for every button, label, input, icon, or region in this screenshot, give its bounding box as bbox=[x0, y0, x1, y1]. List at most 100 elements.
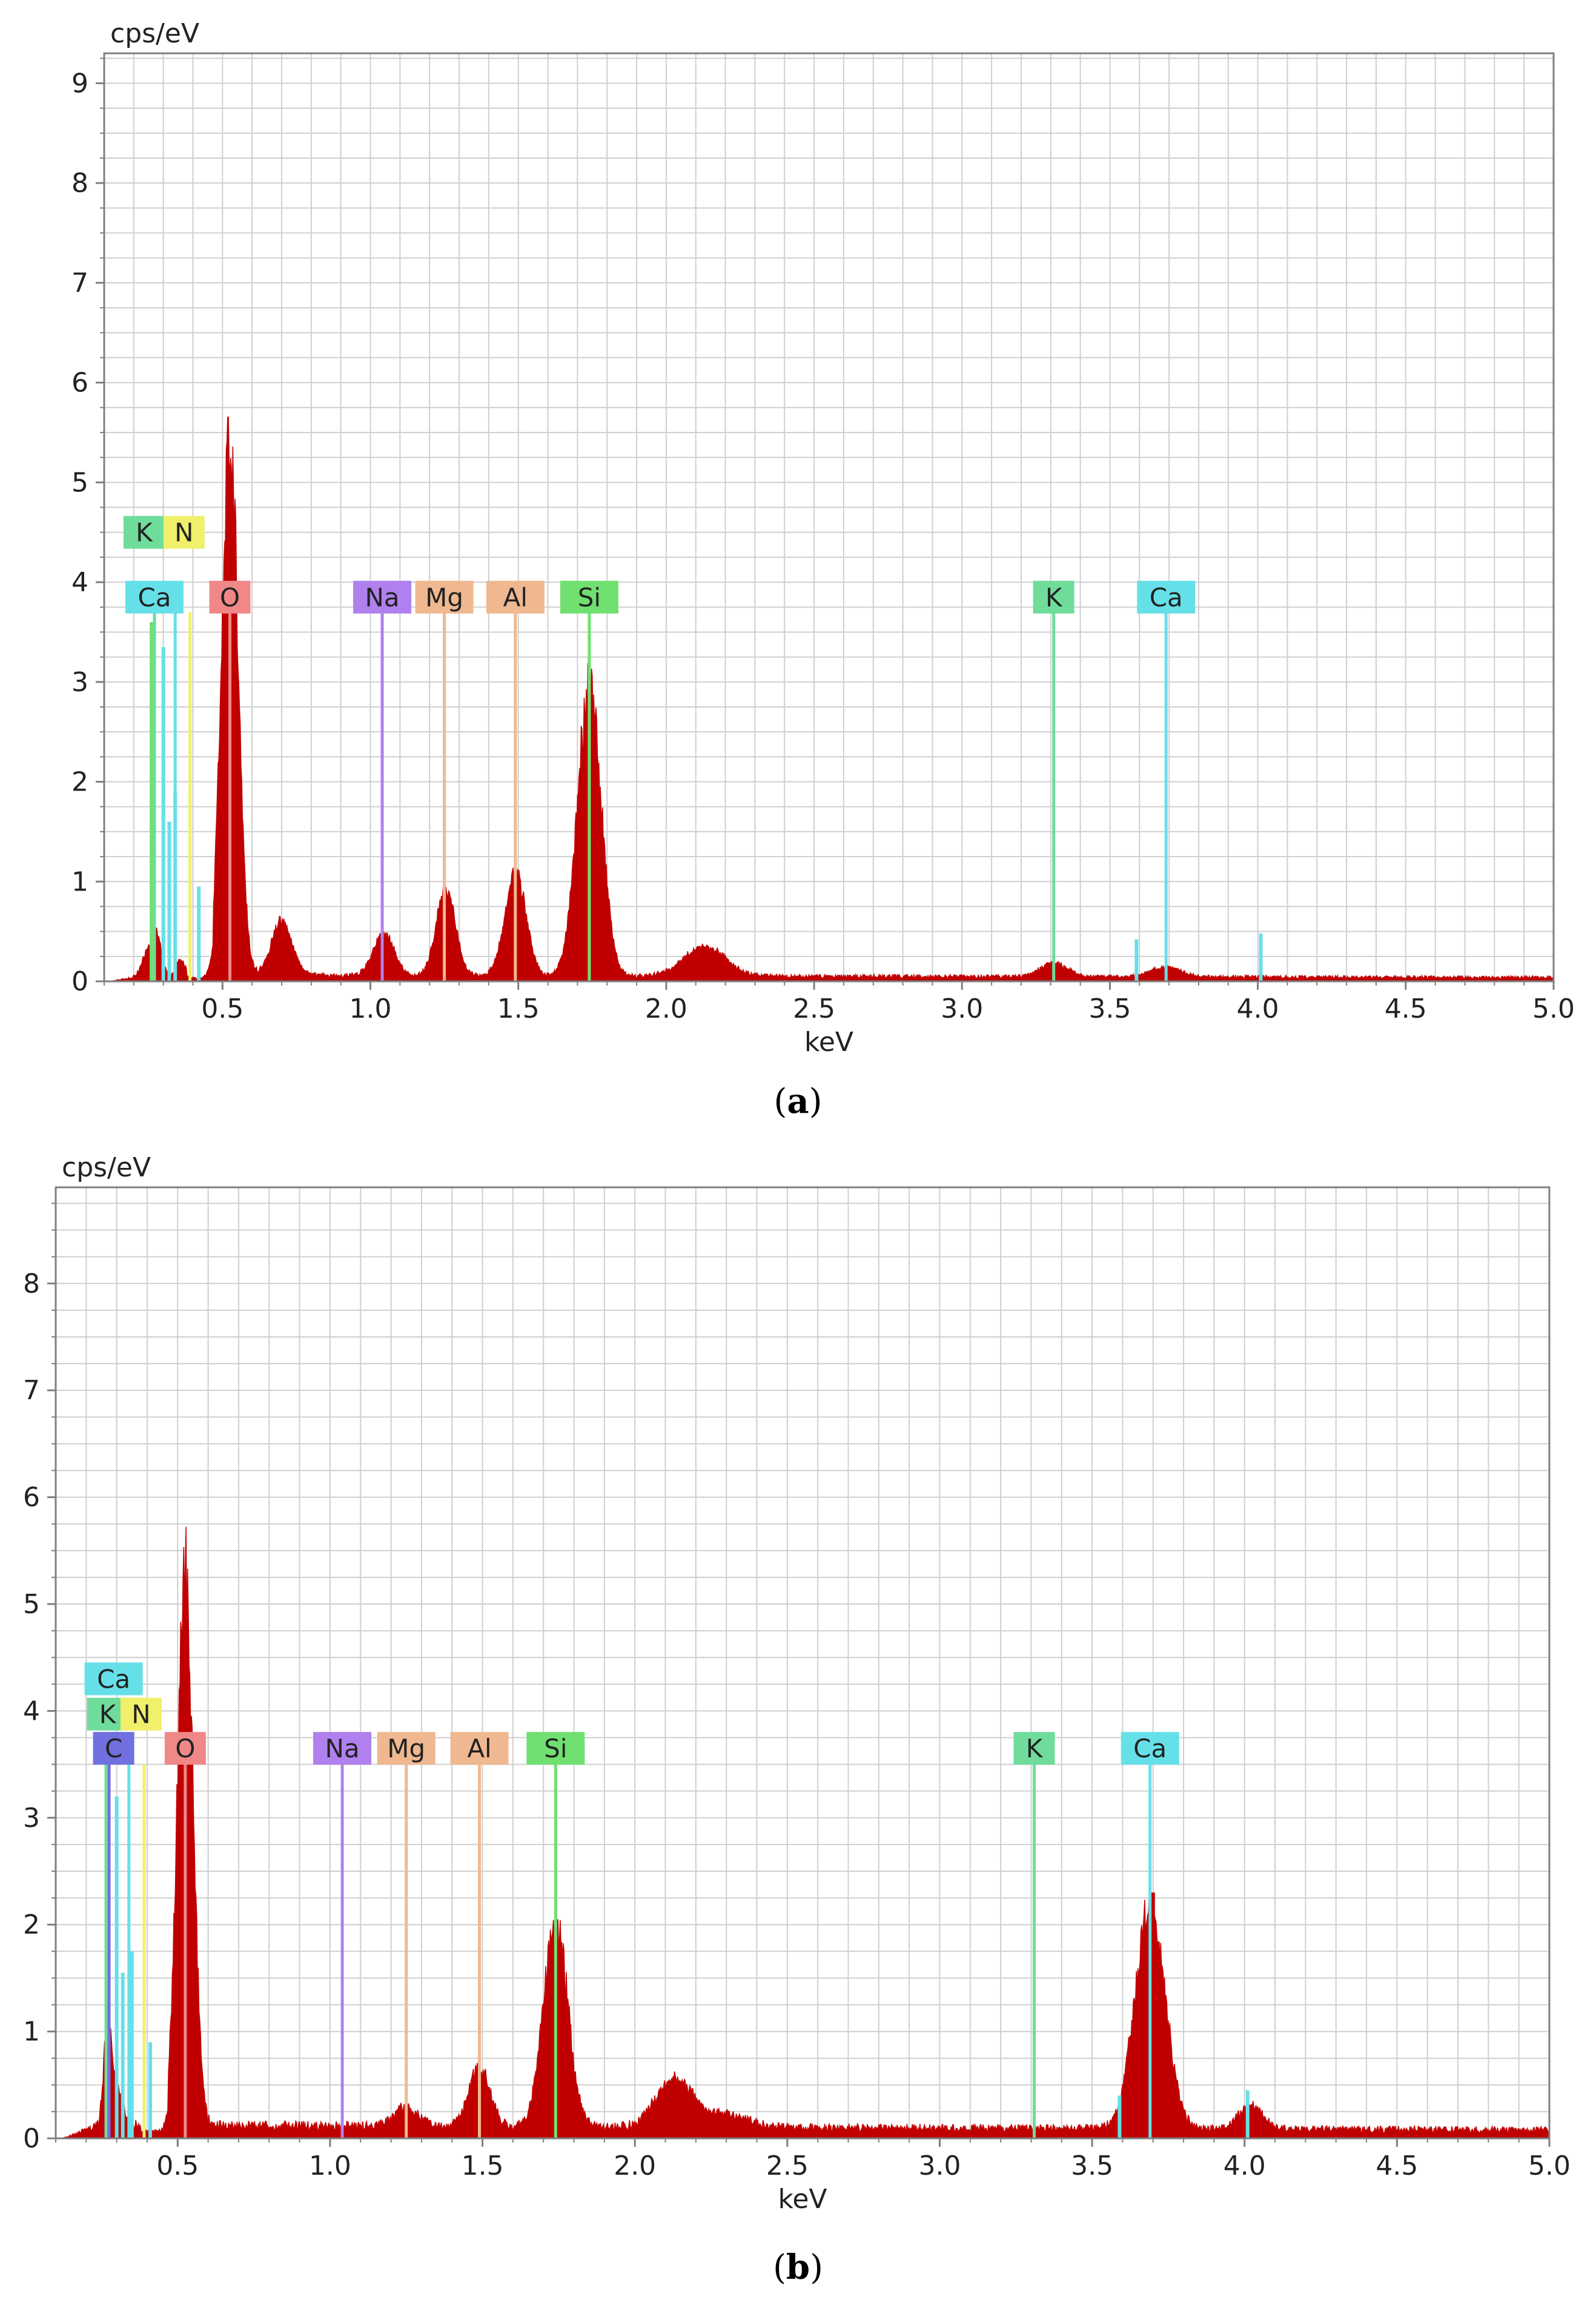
y-tick-label: 5 bbox=[71, 467, 88, 498]
spectrum-spike bbox=[1245, 2090, 1250, 2138]
element-label-text: Na bbox=[325, 1734, 359, 1763]
caption-b-letter: b bbox=[786, 2247, 810, 2287]
x-tick-label: 4.5 bbox=[1385, 993, 1427, 1024]
element-label-box bbox=[1033, 580, 1074, 614]
element-label: Si bbox=[526, 1732, 585, 1765]
x-tick-label: 0.5 bbox=[156, 2150, 199, 2181]
spectrum-spike bbox=[114, 1796, 119, 2138]
x-tick-label: 5.0 bbox=[1528, 2150, 1571, 2181]
y-tick-label: 6 bbox=[23, 1482, 40, 1513]
spectrum-spike bbox=[130, 1951, 134, 2138]
x-tick-label: 1.5 bbox=[497, 993, 540, 1024]
element-label-text: Ca bbox=[137, 583, 171, 612]
spectrum-spike bbox=[150, 622, 154, 981]
element-label-box bbox=[353, 580, 412, 614]
spectrum-spike bbox=[1151, 1892, 1155, 2138]
y-tick-label: 7 bbox=[23, 1375, 40, 1406]
x-tick-label: 4.0 bbox=[1223, 2150, 1266, 2181]
element-label-text: Ca bbox=[1133, 1734, 1167, 1763]
x-tick-label: 2.5 bbox=[766, 2150, 809, 2181]
y-tick-label: 2 bbox=[71, 767, 88, 798]
element-label: Ca bbox=[1121, 1732, 1179, 1765]
element-label: O bbox=[209, 580, 251, 614]
element-label-box bbox=[526, 1732, 585, 1765]
element-label-text: K bbox=[1026, 1734, 1044, 1763]
spectrum-spike bbox=[167, 821, 171, 981]
element-label-box bbox=[84, 1662, 143, 1696]
element-label-text: Mg bbox=[387, 1734, 425, 1763]
x-tick-label: 2.0 bbox=[645, 993, 687, 1024]
chart-panel-b: Ca K N C O Na Mg Al Si K Ca 0 1 2 3 4 5 6 7 8 0.5 1.0 1.5 2.0 2.… bbox=[0, 1151, 1596, 2311]
element-label-text: Si bbox=[578, 583, 601, 612]
grid bbox=[104, 53, 1554, 981]
element-label-text: N bbox=[131, 1700, 150, 1729]
element-label-box bbox=[164, 1732, 206, 1765]
element-label-text: K bbox=[136, 518, 153, 548]
x-tick-label: 3.5 bbox=[1071, 2150, 1113, 2181]
element-label-box bbox=[415, 580, 474, 614]
element-label-text: O bbox=[175, 1734, 195, 1763]
element-label: K bbox=[1033, 580, 1074, 614]
y-tick-label: 8 bbox=[23, 1268, 40, 1299]
caption-a-letter: a bbox=[787, 1081, 809, 1121]
y-tick-label: 3 bbox=[71, 667, 88, 698]
element-label-box bbox=[125, 580, 184, 614]
element-label-text: Ca bbox=[1150, 583, 1183, 612]
plot-frame bbox=[103, 52, 1555, 983]
grid bbox=[55, 1187, 1550, 2138]
element-label: Ca bbox=[125, 580, 184, 614]
x-tick-label: 1.0 bbox=[309, 2150, 351, 2181]
element-label-box bbox=[313, 1732, 372, 1765]
element-label: K bbox=[1013, 1732, 1055, 1765]
spectrum-spike bbox=[197, 886, 201, 981]
spectrum-area bbox=[61, 1527, 1550, 2139]
x-axis-title: keV bbox=[778, 2184, 827, 2215]
element-label: K bbox=[123, 516, 165, 549]
element-label-text: Al bbox=[503, 583, 528, 612]
element-label-text: Al bbox=[467, 1734, 491, 1763]
spectrum-area bbox=[110, 416, 1554, 982]
element-label: Na bbox=[353, 580, 412, 614]
plot-area bbox=[104, 53, 1554, 981]
element-label-box bbox=[93, 1732, 134, 1765]
element-label: Ca bbox=[84, 1662, 143, 1696]
element-label-text: Na bbox=[365, 583, 399, 612]
element-label: Mg bbox=[415, 580, 474, 614]
element-label: Ca bbox=[1137, 580, 1196, 614]
y-tick-label: 4 bbox=[23, 1696, 40, 1726]
element-label: Al bbox=[486, 580, 545, 614]
spectrum-spike bbox=[1118, 2095, 1122, 2138]
x-tick-label: 3.5 bbox=[1088, 993, 1131, 1024]
x-tick-label: 0.5 bbox=[201, 993, 243, 1024]
x-tick-label: 3.0 bbox=[941, 993, 983, 1024]
element-label-box bbox=[486, 580, 545, 614]
element-label-text: O bbox=[220, 583, 240, 612]
y-tick-label: 0 bbox=[23, 2123, 40, 2154]
x-tick-label: 5.0 bbox=[1532, 993, 1575, 1024]
x-tick-label: 2.0 bbox=[614, 2150, 656, 2181]
element-label: Al bbox=[450, 1732, 509, 1765]
element-label: Si bbox=[560, 580, 618, 614]
chart-panel-a: K N Ca O Na Mg Al Si K Ca 0 1 2 3 4 5 6 7 8 9 0.5 1.0 1.5 2.0 2.… bbox=[0, 0, 1596, 1151]
element-label-text: Si bbox=[544, 1734, 567, 1763]
element-label-box bbox=[1121, 1732, 1179, 1765]
caption-b: (b) bbox=[773, 2247, 823, 2287]
element-label-box bbox=[377, 1732, 435, 1765]
y-axis-title: cps/eV bbox=[62, 1152, 151, 1183]
spectrum-spike bbox=[121, 1972, 125, 2138]
x-axis-title: keV bbox=[804, 1027, 853, 1058]
y-axis-title: cps/eV bbox=[110, 18, 199, 49]
y-tick-label: 5 bbox=[23, 1589, 40, 1620]
element-label-text: K bbox=[99, 1700, 117, 1729]
element-label-text: N bbox=[174, 518, 193, 548]
y-tick-label: 6 bbox=[71, 368, 88, 399]
element-label: O bbox=[164, 1732, 206, 1765]
element-label-box bbox=[1013, 1732, 1055, 1765]
y-tick-label: 7 bbox=[71, 268, 88, 299]
spectrum-spike bbox=[148, 2042, 153, 2138]
x-tick-label: 3.0 bbox=[918, 2150, 961, 2181]
spectrum-spike bbox=[1134, 939, 1139, 981]
element-label: C bbox=[93, 1732, 134, 1765]
